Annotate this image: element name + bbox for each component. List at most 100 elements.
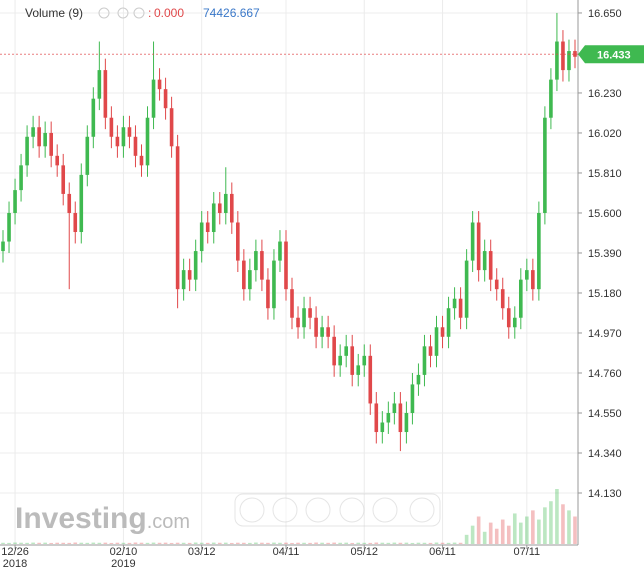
close-icon[interactable]: [133, 7, 145, 19]
x-tick-label: 06/11: [429, 546, 456, 558]
candle-body: [308, 308, 312, 318]
volume-bar: [543, 507, 547, 544]
candle-body: [31, 127, 35, 137]
volume-bar: [290, 542, 294, 544]
zoom-panel: [234, 493, 441, 527]
volume-bar: [398, 542, 403, 544]
candle-body: [121, 127, 126, 147]
watermark-brand: Investing.com: [15, 502, 190, 535]
volume-bar: [392, 542, 397, 544]
y-tick-label: 16.650: [588, 8, 622, 20]
x-tick-label: 12/26 2018: [1, 546, 29, 570]
settings-icon[interactable]: [117, 7, 129, 19]
candle-body: [115, 136, 120, 147]
volume-bar: [103, 542, 108, 544]
candle-body: [19, 165, 23, 191]
volume-bar: [193, 542, 198, 544]
volume-bar: [205, 542, 210, 544]
volume-bar: [13, 542, 17, 544]
volume-bar: [464, 534, 469, 544]
candle-body: [290, 289, 294, 318]
candle-body: [133, 136, 138, 156]
candle-body: [368, 355, 373, 404]
volume-bar: [55, 542, 60, 544]
x-tick-label-line: 06/11: [429, 546, 456, 558]
candle-body: [205, 222, 210, 233]
candle-body: [464, 260, 469, 318]
zoom-button[interactable]: [409, 497, 435, 523]
volume-bar: [537, 519, 541, 544]
volume-bar: [145, 542, 150, 544]
x-tick-label-line: 03/12: [188, 546, 216, 558]
x-tick-label: 03/12: [188, 546, 216, 558]
zoom-button[interactable]: [305, 497, 331, 523]
x-tick-label-line: 12/26: [1, 546, 29, 558]
volume-bar: [368, 542, 373, 544]
y-tick-label: 15.390: [588, 248, 622, 260]
candle-body: [193, 251, 198, 280]
candle-body: [440, 327, 445, 337]
zoom-button[interactable]: [239, 497, 265, 523]
last-price-label: 16.433: [597, 49, 631, 61]
x-tick-label-line: 07/11: [513, 546, 540, 558]
indicator-value: 74426.667: [203, 6, 260, 20]
volume-bar: [79, 542, 84, 544]
volume-bar: [242, 542, 246, 544]
candle-body: [260, 251, 264, 280]
candle-body: [97, 70, 102, 99]
y-tick-label: 14.760: [588, 368, 622, 380]
candle-body: [356, 365, 361, 375]
volume-bar: [278, 542, 282, 544]
zoom-button[interactable]: [339, 497, 365, 523]
volume-bar: [73, 542, 78, 544]
indicator-value: 0.000: [154, 6, 184, 20]
candle-body: [73, 212, 78, 233]
volume-bar: [320, 542, 324, 544]
x-tick-label: 02/10 2019: [110, 546, 138, 570]
candle-body: [555, 41, 559, 80]
volume-bar: [362, 542, 367, 544]
candle-body: [229, 193, 234, 223]
candle-body: [314, 317, 318, 337]
volume-bar: [344, 542, 349, 544]
indicator-separator: :: [148, 6, 151, 20]
candle-body: [573, 51, 577, 57]
candle-body: [254, 251, 258, 271]
volume-bar: [416, 542, 421, 544]
volume-bar: [248, 542, 252, 544]
candle-body: [13, 190, 17, 213]
candle-body: [476, 222, 481, 271]
x-tick-label: 05/12: [350, 546, 378, 558]
candle-body: [296, 317, 300, 328]
candle-body: [398, 403, 403, 433]
x-tick-label-line: 04/11: [273, 546, 300, 558]
y-tick-label: 14.130: [588, 488, 622, 500]
volume-bar: [272, 542, 276, 544]
x-tick-label-line: 2018: [3, 558, 27, 570]
volume-bar: [121, 542, 126, 544]
volume-bar: [500, 519, 505, 544]
volume-bar: [555, 489, 559, 544]
candle-body: [236, 222, 240, 261]
candle-body: [434, 327, 439, 356]
volume-bar: [314, 542, 318, 544]
indicator-legend: Volume (9) : 0.000 74426.667: [25, 6, 260, 20]
volume-bar: [434, 542, 439, 544]
volume-bar: [561, 504, 565, 544]
candle-body: [175, 146, 180, 290]
candles: [1, 12, 577, 452]
candle-body: [55, 155, 60, 166]
candle-body: [567, 51, 571, 71]
volume-bar: [254, 542, 258, 544]
x-tick-label: 04/11: [273, 546, 300, 558]
eye-icon[interactable]: [98, 7, 110, 19]
volume-bar: [488, 522, 493, 544]
volume-bar: [573, 516, 577, 544]
watermark-brand-text: Investing: [15, 502, 147, 535]
volume-bar: [7, 542, 11, 544]
volume-bar: [133, 542, 138, 544]
candle-body: [320, 327, 324, 337]
zoom-button[interactable]: [372, 497, 398, 523]
zoom-button[interactable]: [272, 497, 298, 523]
